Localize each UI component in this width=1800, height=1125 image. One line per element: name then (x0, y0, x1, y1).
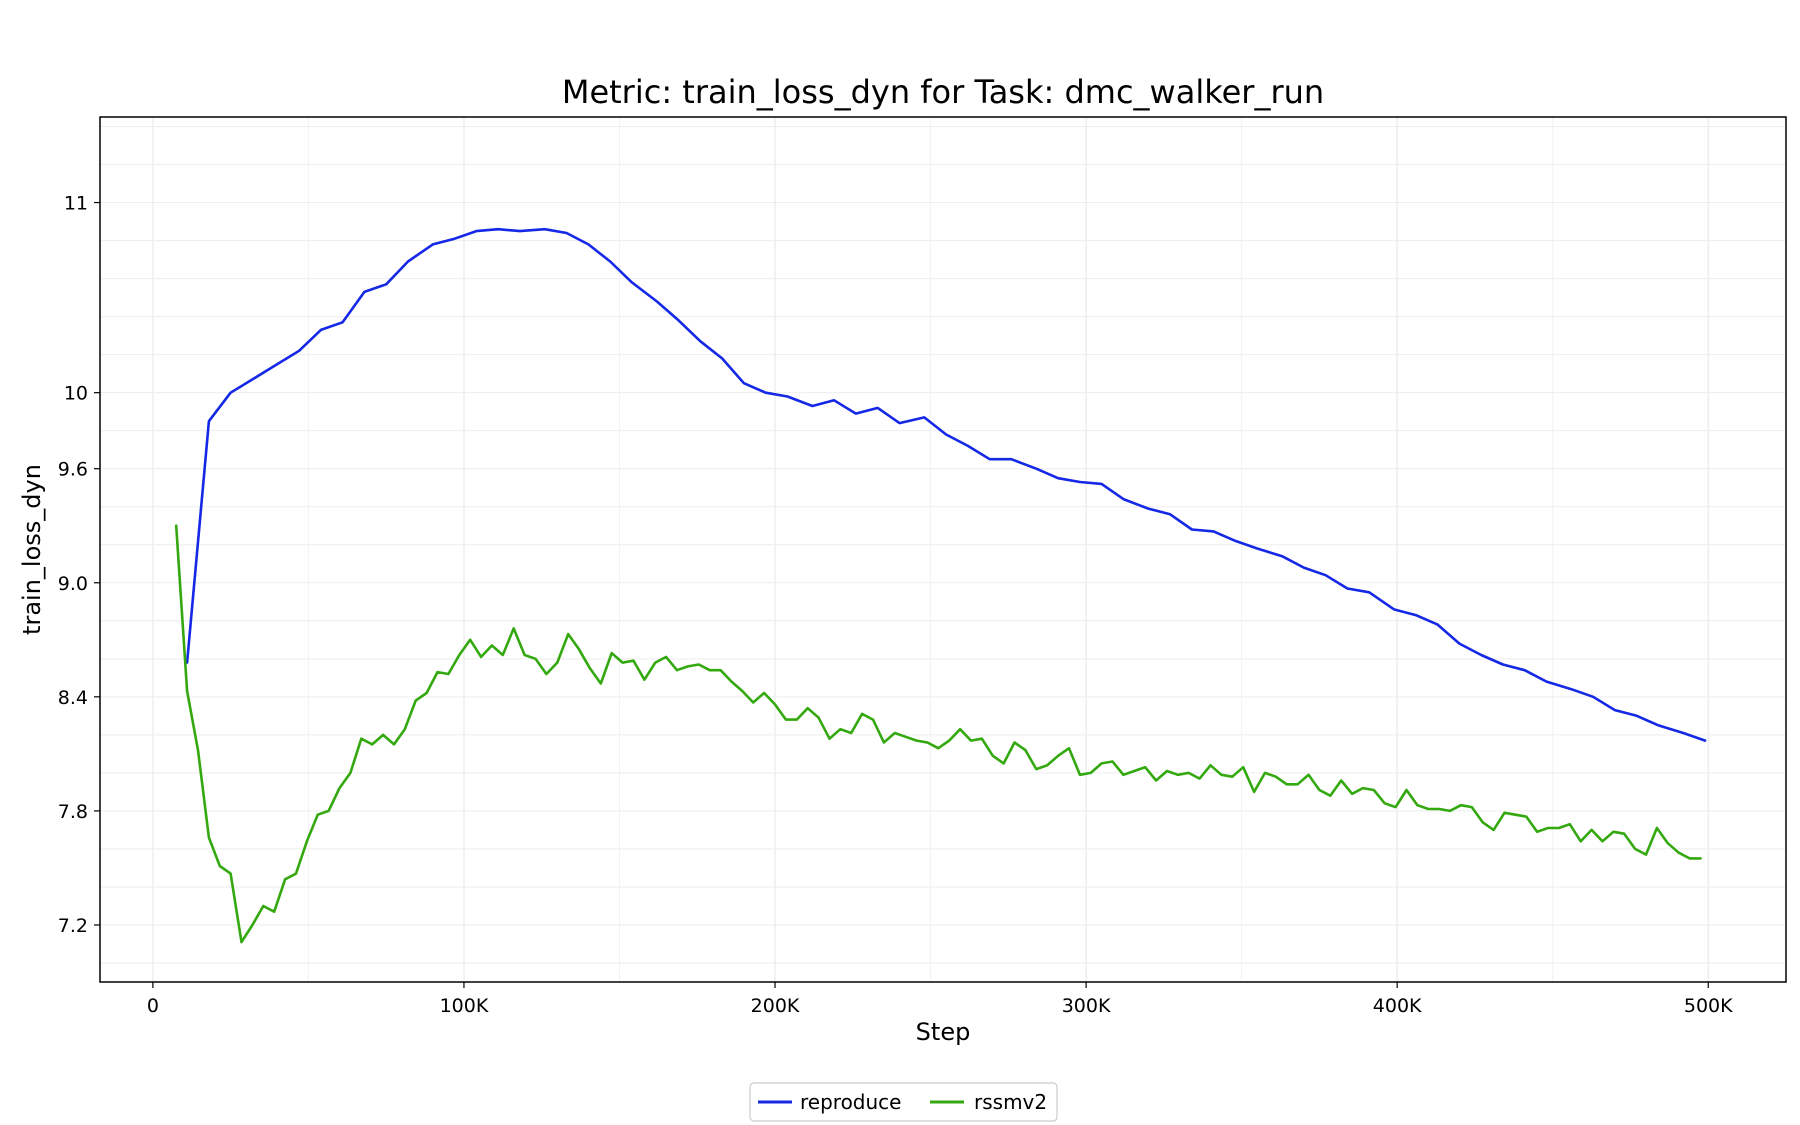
x-tick-label: 0 (147, 995, 159, 1017)
legend-label-rssmv2: rssmv2 (974, 1090, 1047, 1114)
series-line-rssmv2 (174, 524, 1702, 944)
y-tick-label: 7.2 (58, 915, 88, 937)
plot-frame (99, 116, 1787, 983)
legend-label-reproduce: reproduce (800, 1090, 901, 1114)
y-axis-label: train_loss_dyn (18, 464, 46, 635)
legend-box (749, 1082, 1058, 1122)
series-layer (174, 227, 1707, 944)
y-tick-label: 9.6 (58, 459, 88, 481)
x-tick-label: 300K (1062, 995, 1111, 1017)
y-axis-ticks: 7.2 7.8 8.4 9.0 9.6 10 11 (58, 193, 100, 937)
x-tick-label: 200K (751, 995, 800, 1017)
grid (100, 117, 1786, 982)
x-axis-label: Step (916, 1018, 971, 1046)
x-axis-ticks: 0 100K 200K 300K 400K 500K (147, 982, 1733, 1017)
series-line-reproduce (185, 227, 1707, 742)
x-tick-label: 400K (1373, 995, 1422, 1017)
y-tick-label: 7.8 (58, 801, 88, 823)
legend: reproduce rssmv2 (749, 1082, 1058, 1122)
x-tick-label: 100K (440, 995, 489, 1017)
y-tick-label: 8.4 (58, 687, 88, 709)
y-tick-label: 11 (64, 193, 88, 215)
chart-title: Metric: train_loss_dyn for Task: dmc_wal… (562, 73, 1324, 111)
y-tick-label: 10 (64, 383, 88, 405)
y-tick-label: 9.0 (58, 573, 88, 595)
x-tick-label: 500K (1684, 995, 1733, 1017)
